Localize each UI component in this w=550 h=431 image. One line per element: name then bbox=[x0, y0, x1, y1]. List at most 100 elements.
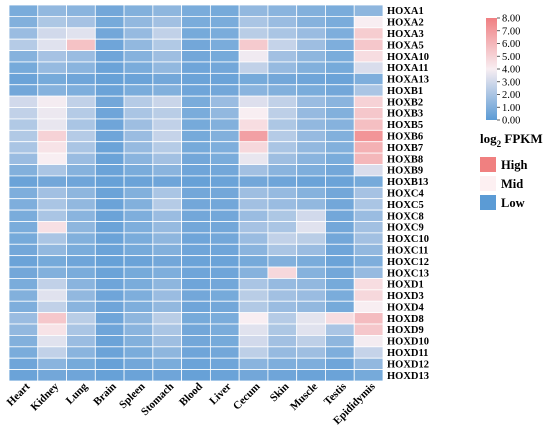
row-label: HOXA3 bbox=[387, 29, 424, 40]
heatmap-cell bbox=[209, 129, 240, 143]
heatmap-cell bbox=[238, 50, 269, 63]
row-label: HOXD9 bbox=[387, 325, 424, 336]
heatmap-cell bbox=[94, 152, 125, 165]
heatmap-cell bbox=[325, 243, 355, 257]
heatmap-cell bbox=[37, 312, 67, 325]
heatmap-cell bbox=[296, 323, 326, 336]
heatmap-cell bbox=[37, 72, 67, 86]
heatmap-cell bbox=[152, 312, 183, 325]
heatmap-cell bbox=[152, 175, 183, 188]
heatmap-cell bbox=[94, 369, 125, 382]
heatmap-cell bbox=[209, 255, 240, 268]
heatmap-cell bbox=[8, 278, 39, 291]
heatmap-cell bbox=[181, 312, 211, 325]
heatmap-cell bbox=[66, 27, 96, 40]
heatmap-cell bbox=[94, 346, 125, 359]
heatmap-cell bbox=[238, 369, 269, 382]
heatmap-cell bbox=[66, 266, 96, 279]
heatmap-cell bbox=[181, 175, 211, 188]
heatmap-cell bbox=[152, 129, 183, 143]
heatmap-cell bbox=[325, 118, 355, 131]
heatmap-cell bbox=[353, 38, 384, 51]
heatmap-cell bbox=[353, 15, 384, 29]
heatmap-cell bbox=[325, 255, 355, 268]
heatmap-cell bbox=[152, 27, 183, 40]
heatmap-cell bbox=[181, 209, 211, 222]
heatmap-cell bbox=[325, 289, 355, 302]
heatmap-cell bbox=[8, 243, 39, 257]
heatmap-cell bbox=[296, 255, 326, 268]
heatmap-cell bbox=[296, 84, 326, 97]
heatmap-cell bbox=[123, 335, 154, 348]
heatmap-cell bbox=[353, 107, 384, 120]
colorbar-ticks: 0.00 1.00 2.00 3.004.00 5.00 6.00 7.008.00 bbox=[497, 14, 520, 127]
row-label: HOXA2 bbox=[387, 18, 424, 29]
heatmap-cell bbox=[325, 357, 355, 370]
heatmap-cell bbox=[296, 243, 326, 257]
heatmap-cell bbox=[209, 312, 240, 325]
heatmap-cell bbox=[181, 38, 211, 51]
heatmap-cell bbox=[267, 164, 298, 177]
heatmap-cell bbox=[94, 27, 125, 40]
heatmap-cell bbox=[296, 209, 326, 222]
heatmap-cell bbox=[296, 232, 326, 245]
heatmap-cell bbox=[238, 221, 269, 234]
heatmap-cell bbox=[152, 209, 183, 222]
heatmap-cell bbox=[238, 209, 269, 222]
heatmap-cell bbox=[181, 186, 211, 200]
heatmap-cell bbox=[66, 107, 96, 120]
heatmap-cell bbox=[238, 357, 269, 370]
heatmap-cell bbox=[94, 186, 125, 200]
heatmap-cell bbox=[37, 107, 67, 120]
heatmap-cell bbox=[94, 72, 125, 86]
column-label: Blood bbox=[177, 381, 205, 409]
heatmap-cell bbox=[94, 300, 125, 314]
row-label: HOXC10 bbox=[387, 234, 429, 245]
heatmap-cell bbox=[296, 346, 326, 359]
heatmap-cell bbox=[94, 266, 125, 279]
heatmap-cell bbox=[209, 198, 240, 211]
heatmap-cell bbox=[8, 38, 39, 51]
heatmap-cell bbox=[181, 243, 211, 257]
legend-label: Mid bbox=[501, 177, 523, 191]
heatmap-cell bbox=[209, 4, 240, 17]
heatmap-cell bbox=[296, 4, 326, 17]
heatmap-cell bbox=[8, 84, 39, 97]
row-label: HOXA5 bbox=[387, 40, 424, 51]
row-label: HOXC13 bbox=[387, 268, 429, 279]
heatmap-cell bbox=[238, 175, 269, 188]
row-label: HOXD8 bbox=[387, 314, 424, 325]
heatmap-cell bbox=[238, 323, 269, 336]
heatmap-cell bbox=[181, 266, 211, 279]
heatmap-cell bbox=[181, 61, 211, 74]
heatmap-cell bbox=[37, 335, 67, 348]
heatmap-cell bbox=[325, 346, 355, 359]
row-label: HOXB3 bbox=[387, 109, 423, 120]
heatmap-cell bbox=[181, 369, 211, 382]
colorbar-tick-label: 5.00 bbox=[502, 52, 520, 63]
heatmap-cell bbox=[152, 278, 183, 291]
heatmap-cell bbox=[353, 357, 384, 370]
heatmap-cell bbox=[8, 255, 39, 268]
heatmap-cell bbox=[209, 243, 240, 257]
heatmap-cell bbox=[94, 38, 125, 51]
heatmap-cell bbox=[209, 175, 240, 188]
heatmap-cell bbox=[66, 232, 96, 245]
heatmap-cell bbox=[123, 243, 154, 257]
heatmap-cell bbox=[8, 107, 39, 120]
heatmap-cell bbox=[238, 346, 269, 359]
heatmap-cell bbox=[152, 221, 183, 234]
row-label: HOXC9 bbox=[387, 223, 424, 234]
heatmap-cell bbox=[66, 95, 96, 108]
heatmap-cell bbox=[94, 255, 125, 268]
heatmap-cell bbox=[296, 175, 326, 188]
heatmap-cell bbox=[209, 152, 240, 165]
heatmap-cell bbox=[325, 232, 355, 245]
row-label: HOXA10 bbox=[387, 52, 429, 63]
heatmap-cell bbox=[353, 312, 384, 325]
heatmap-cell bbox=[66, 300, 96, 314]
heatmap-cell bbox=[296, 61, 326, 74]
colorbar-tick-label: 0.00 bbox=[502, 116, 520, 127]
heatmap-cell bbox=[94, 278, 125, 291]
